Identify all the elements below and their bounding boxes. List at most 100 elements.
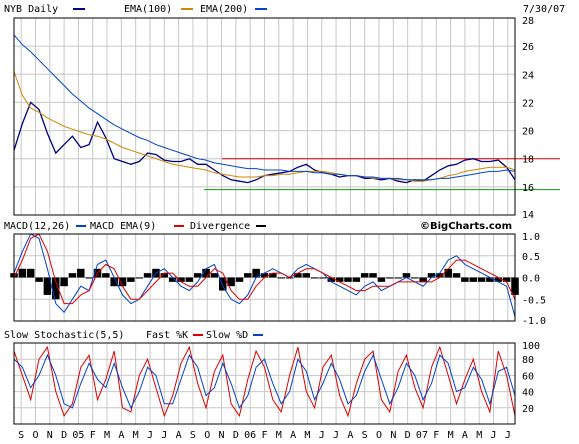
divergence-bar <box>352 277 361 282</box>
divergence-bar <box>202 268 210 278</box>
series-line-macd <box>13 233 516 317</box>
legend-signal-label: MACD EMA(9) <box>90 221 156 232</box>
divergence-bar <box>185 277 194 282</box>
divergence-bar <box>110 277 118 287</box>
divergence-bar <box>411 277 419 279</box>
price-yaxis: 28 26 24 22 20 18 16 14 <box>522 16 534 221</box>
x-tick-label: J <box>491 430 497 441</box>
divergence-bar <box>193 273 202 278</box>
divergence-bar <box>35 277 43 282</box>
legend-stoch-label: Slow Stochastic(5,5) <box>4 330 124 341</box>
x-tick-label: O <box>376 430 382 441</box>
divergence-bar <box>26 268 35 278</box>
price-grid <box>14 18 515 215</box>
divergence-bar <box>402 273 411 278</box>
y-tick-label: 26 <box>522 42 534 53</box>
y-tick-label: 20 <box>522 127 534 138</box>
legend-fastk-label: Fast %K <box>146 330 188 341</box>
x-tick-label: O <box>32 430 38 441</box>
legend-macd-swatch <box>76 225 86 227</box>
x-tick-label: D <box>61 430 67 441</box>
divergence-bar <box>394 277 402 279</box>
legend-price-label: NYB Daily <box>4 4 58 15</box>
divergence-bar <box>419 277 427 282</box>
divergence-bar <box>377 277 386 282</box>
x-tick-label: M <box>448 430 454 441</box>
x-tick-label: J <box>147 430 153 441</box>
y-tick-label: 100 <box>522 341 540 352</box>
divergence-bar <box>461 277 469 282</box>
divergence-bar <box>244 273 252 278</box>
x-tick-label: M <box>476 430 482 441</box>
x-tick-label: M <box>276 430 282 441</box>
x-tick-label: N <box>390 430 396 441</box>
x-tick-label: 07 <box>416 430 428 441</box>
legend-price-swatch <box>73 8 85 10</box>
legend-fastk-swatch <box>193 334 203 336</box>
y-tick-label: 0.5 <box>522 252 540 263</box>
divergence-bar <box>18 268 27 278</box>
x-tick-label: O <box>204 430 210 441</box>
y-tick-label: 0.0 <box>522 274 540 285</box>
macd-panel-frame <box>13 233 516 322</box>
divergence-bar <box>160 273 169 278</box>
divergence-bar <box>444 268 452 278</box>
y-tick-label: 20 <box>522 404 534 415</box>
x-tick-label: F <box>433 430 439 441</box>
x-tick-label: F <box>261 430 267 441</box>
divergence-bar <box>68 273 77 278</box>
divergence-bar <box>118 277 127 287</box>
x-tick-label: A <box>118 430 124 441</box>
legend-divergence-swatch <box>256 225 266 227</box>
divergence-bar <box>269 273 277 278</box>
stochastic-yaxis: 100 80 60 40 20 <box>522 341 540 415</box>
series-line-k <box>13 345 516 418</box>
x-tick-label: A <box>176 430 182 441</box>
divergence-bar <box>218 277 227 291</box>
divergence-bar <box>51 277 60 300</box>
x-tick-label: S <box>190 430 196 441</box>
x-tick-label: S <box>362 430 368 441</box>
legend-divergence-label: Divergence <box>190 221 250 232</box>
x-tick-label: J <box>319 430 325 441</box>
divergence-bar <box>260 273 269 278</box>
divergence-bar <box>235 277 244 282</box>
divergence-bar <box>127 277 135 282</box>
divergence-bar <box>168 277 177 282</box>
chart-date: 7/30/07 <box>523 4 565 15</box>
divergence-bar <box>143 273 152 278</box>
divergence-bar <box>477 277 486 282</box>
x-tick-label: J <box>161 430 167 441</box>
y-tick-label: 60 <box>522 371 534 382</box>
y-tick-label: 40 <box>522 388 534 399</box>
divergence-bar <box>319 277 327 279</box>
y-tick-label: 80 <box>522 355 534 366</box>
stochastic-lines <box>13 345 516 418</box>
y-tick-label: 14 <box>522 210 534 221</box>
x-tick-label: M <box>104 430 110 441</box>
series-line-d <box>13 353 516 409</box>
x-tick-label: N <box>47 430 53 441</box>
divergence-bar <box>302 273 311 278</box>
divergence-bar <box>252 268 260 278</box>
divergence-bar <box>227 277 235 287</box>
x-tick-label: D <box>405 430 411 441</box>
x-tick-label: D <box>233 430 239 441</box>
series-line-ema200 <box>13 34 516 181</box>
divergence-bar <box>135 277 144 279</box>
divergence-bar <box>502 277 511 282</box>
x-tick-label: 05 <box>72 430 84 441</box>
divergence-bar <box>210 273 219 278</box>
x-axis-labels: S O N D 05 F M A M J J A S O N D 06 F M A M J J A S O N D 07 F M A M J J <box>18 430 511 441</box>
divergence-bar <box>177 277 185 282</box>
y-tick-label: 1.0 <box>522 232 540 243</box>
divergence-bar <box>369 273 377 278</box>
stochastic-panel-frame <box>13 342 516 425</box>
macd-yaxis: 1.0 0.5 0.0 -0.5 -1.0 <box>522 232 546 327</box>
x-tick-label: J <box>333 430 339 441</box>
divergence-bar <box>310 277 319 279</box>
divergence-bar <box>335 277 344 282</box>
divergence-bar <box>344 277 352 282</box>
y-tick-label: 28 <box>522 16 534 27</box>
